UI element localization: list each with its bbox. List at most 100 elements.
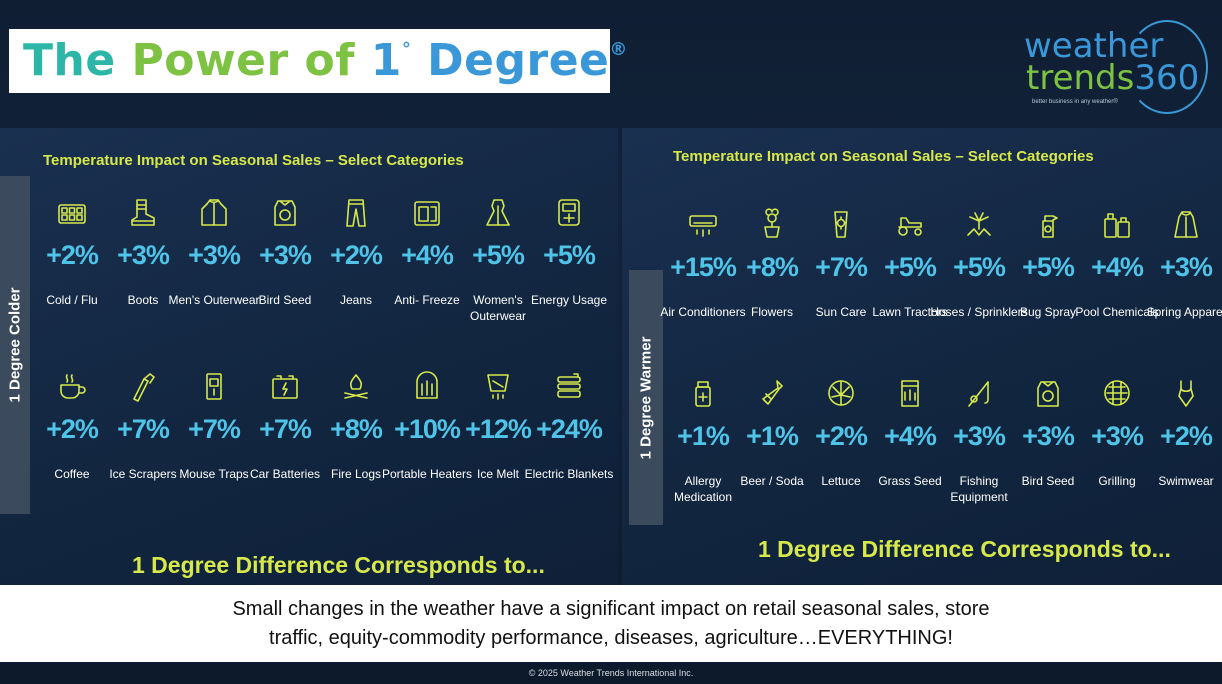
category-label: Pool Chemicals <box>1075 305 1159 319</box>
category-item: +4% Grass Seed <box>875 377 945 517</box>
logo-ring-icon <box>1126 20 1208 114</box>
category-label: Cold / Flu <box>46 293 98 307</box>
category-item: +8% Flowers <box>737 208 807 348</box>
category-item: +7% Car Batteries <box>250 370 320 510</box>
logo-tagline: better business in any weather® <box>1032 99 1118 105</box>
category-item: +12% Ice Melt <box>463 370 533 510</box>
lawn-tractor-icon <box>895 208 925 244</box>
category-label: Bird Seed <box>1021 474 1075 488</box>
jeans-icon <box>341 196 371 232</box>
category-value: +3% <box>1091 421 1144 451</box>
sunscreen-icon <box>826 208 856 244</box>
antifreeze-jug-icon <box>412 196 442 232</box>
category-label: Grilling <box>1098 474 1136 488</box>
title-reg: ® <box>609 39 628 60</box>
category-label: Spring Apparel <box>1146 305 1222 319</box>
grass-seed-bag-icon <box>895 377 925 413</box>
category-item: +5% Bug Spray <box>1013 208 1083 348</box>
medicine-pack-icon <box>57 196 87 232</box>
category-label: Electric Blankets <box>524 467 614 481</box>
ice-melt-bag-icon <box>483 370 513 406</box>
category-label: Beer / Soda <box>740 474 804 488</box>
logo-line-2b: 360 <box>1134 58 1200 98</box>
colder-panel: 1 Degree Colder Temperature Impact on Se… <box>0 128 618 585</box>
category-label: Anti- Freeze <box>394 293 460 307</box>
category-item: +3% Bird Seed <box>250 196 320 336</box>
category-item: +24% Electric Blankets <box>525 370 613 510</box>
category-value: +10% <box>394 414 461 444</box>
bottle-icon <box>757 377 787 413</box>
ice-scraper-icon <box>128 370 158 406</box>
category-item: +3% Bird Seed <box>1013 377 1083 517</box>
category-label: Air Conditioners <box>660 305 746 319</box>
summary-line-2: traffic, equity-commodity performance, d… <box>269 627 953 649</box>
category-value: +2% <box>1160 421 1213 451</box>
category-label: Jeans <box>339 293 373 307</box>
category-label: Grass Seed <box>878 474 942 488</box>
summary-banner: Small changes in the weather have a sign… <box>0 585 1222 662</box>
logo-line-2: trends360 <box>1026 58 1199 98</box>
category-item: +2% Swimwear <box>1151 377 1221 517</box>
category-value: +3% <box>1160 252 1213 282</box>
category-item: +2% Coffee <box>37 370 107 510</box>
category-value: +7% <box>259 414 312 444</box>
category-label: Hoses / Sprinklers <box>930 305 1028 319</box>
category-item: +4% Pool Chemicals <box>1075 208 1159 348</box>
colder-side-label: 1 Degree Colder <box>6 287 24 403</box>
campfire-icon <box>341 370 371 406</box>
seed-bag-icon <box>270 196 300 232</box>
category-item: +15% Air Conditioners <box>660 208 746 348</box>
title-banner: The Power of 1° Degree® <box>9 29 627 93</box>
category-value: +3% <box>188 240 241 270</box>
summary-text: Small changes in the weather have a sign… <box>0 595 1222 653</box>
category-value: +4% <box>1091 252 1144 282</box>
category-value: +3% <box>1022 421 1075 451</box>
category-label: Sun Care <box>815 305 867 319</box>
page-title: The Power of 1° Degree® <box>23 35 628 86</box>
warmer-side-bar: 1 Degree Warmer <box>629 270 663 525</box>
category-label: Bug Spray <box>1019 305 1077 319</box>
category-item: +5% Energy Usage <box>531 196 607 336</box>
category-item: +5% Lawn Tractors <box>872 208 948 348</box>
category-label: Mouse Traps <box>179 467 249 481</box>
category-value: +3% <box>117 240 170 270</box>
category-value: +1% <box>746 421 799 451</box>
category-value: +2% <box>330 240 383 270</box>
category-item: +3% Men's Outerwear <box>169 196 260 336</box>
title-part-3: 1 <box>370 35 402 86</box>
category-label: Men's Outerwear <box>168 293 260 307</box>
category-value: +5% <box>543 240 596 270</box>
category-label: Boots <box>127 293 159 307</box>
warmer-side-label: 1 Degree Warmer <box>637 336 655 459</box>
category-label: Swimwear <box>1158 474 1214 488</box>
swimsuit-icon <box>1171 377 1201 413</box>
heater-icon <box>412 370 442 406</box>
category-label: Fire Logs <box>330 467 382 481</box>
category-label: Energy Usage <box>530 293 608 307</box>
category-value: +5% <box>472 240 525 270</box>
category-label: Portable Heaters <box>381 467 473 481</box>
flower-pot-icon <box>757 208 787 244</box>
sprinkler-icon <box>964 208 994 244</box>
category-value: +7% <box>188 414 241 444</box>
warmer-footer: 1 Degree Difference Corresponds to... <box>758 536 1171 562</box>
category-item: +1% Allergy Medication <box>668 377 738 517</box>
category-item: +5% Hoses / Sprinklers <box>930 208 1028 348</box>
category-item: +3% Boots <box>108 196 178 336</box>
category-value: +2% <box>46 240 99 270</box>
car-battery-icon <box>270 370 300 406</box>
medicine-bottle-icon <box>688 377 718 413</box>
meter-icon <box>554 196 584 232</box>
title-part-4: Degree <box>411 35 610 86</box>
seed-bag-icon <box>1033 377 1063 413</box>
warmer-panel: 1 Degree Warmer Temperature Impact on Se… <box>622 128 1222 585</box>
category-label: Bird Seed <box>258 293 312 307</box>
boot-icon <box>128 196 158 232</box>
category-item: +1% Beer / Soda <box>737 377 807 517</box>
chemical-bottles-icon <box>1102 208 1132 244</box>
spray-bottle-icon <box>1033 208 1063 244</box>
fishing-rod-icon <box>964 377 994 413</box>
logo-line-2a: trends <box>1026 58 1135 98</box>
category-value: +2% <box>815 421 868 451</box>
copyright: © 2025 Weather Trends International Inc. <box>528 668 694 678</box>
